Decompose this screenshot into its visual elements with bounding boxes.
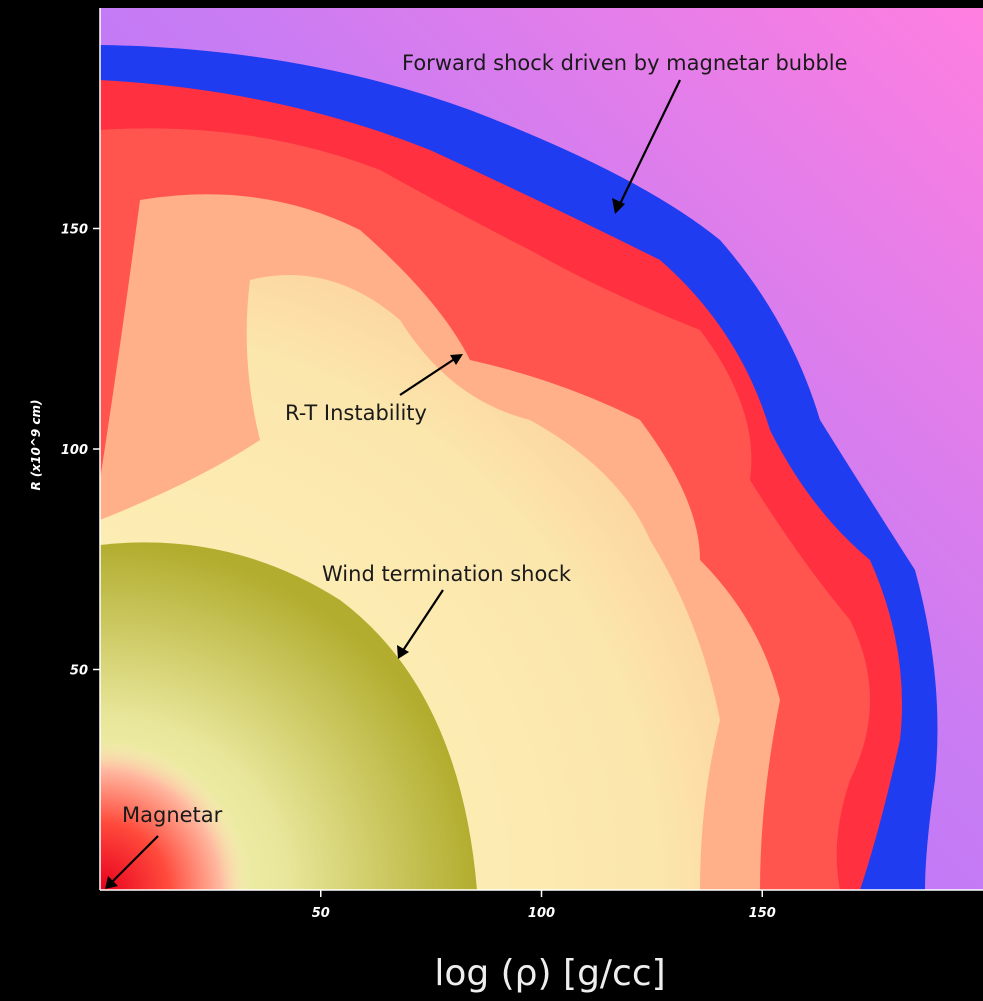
annotation: Forward shock driven by magnetar bubble	[402, 51, 848, 75]
y-tick-label: 100	[61, 443, 88, 458]
y-tick-label: 50	[70, 664, 88, 679]
annotation: Wind termination shock	[322, 562, 572, 586]
y-axis-label: R (x10^9 cm)	[29, 399, 43, 490]
annotation: Magnetar	[122, 803, 223, 827]
x-tick-label: 50	[312, 906, 330, 921]
x-tick-label: 150	[749, 906, 776, 921]
x-axis-label: log (ρ) [g/cc]	[434, 953, 665, 994]
figure: Forward shock driven by magnetar bubble …	[0, 0, 983, 1001]
annotation: R-T Instability	[285, 401, 427, 425]
y-tick-label: 150	[61, 223, 88, 238]
simulation-image	[100, 8, 983, 890]
x-tick-label: 100	[528, 906, 555, 921]
